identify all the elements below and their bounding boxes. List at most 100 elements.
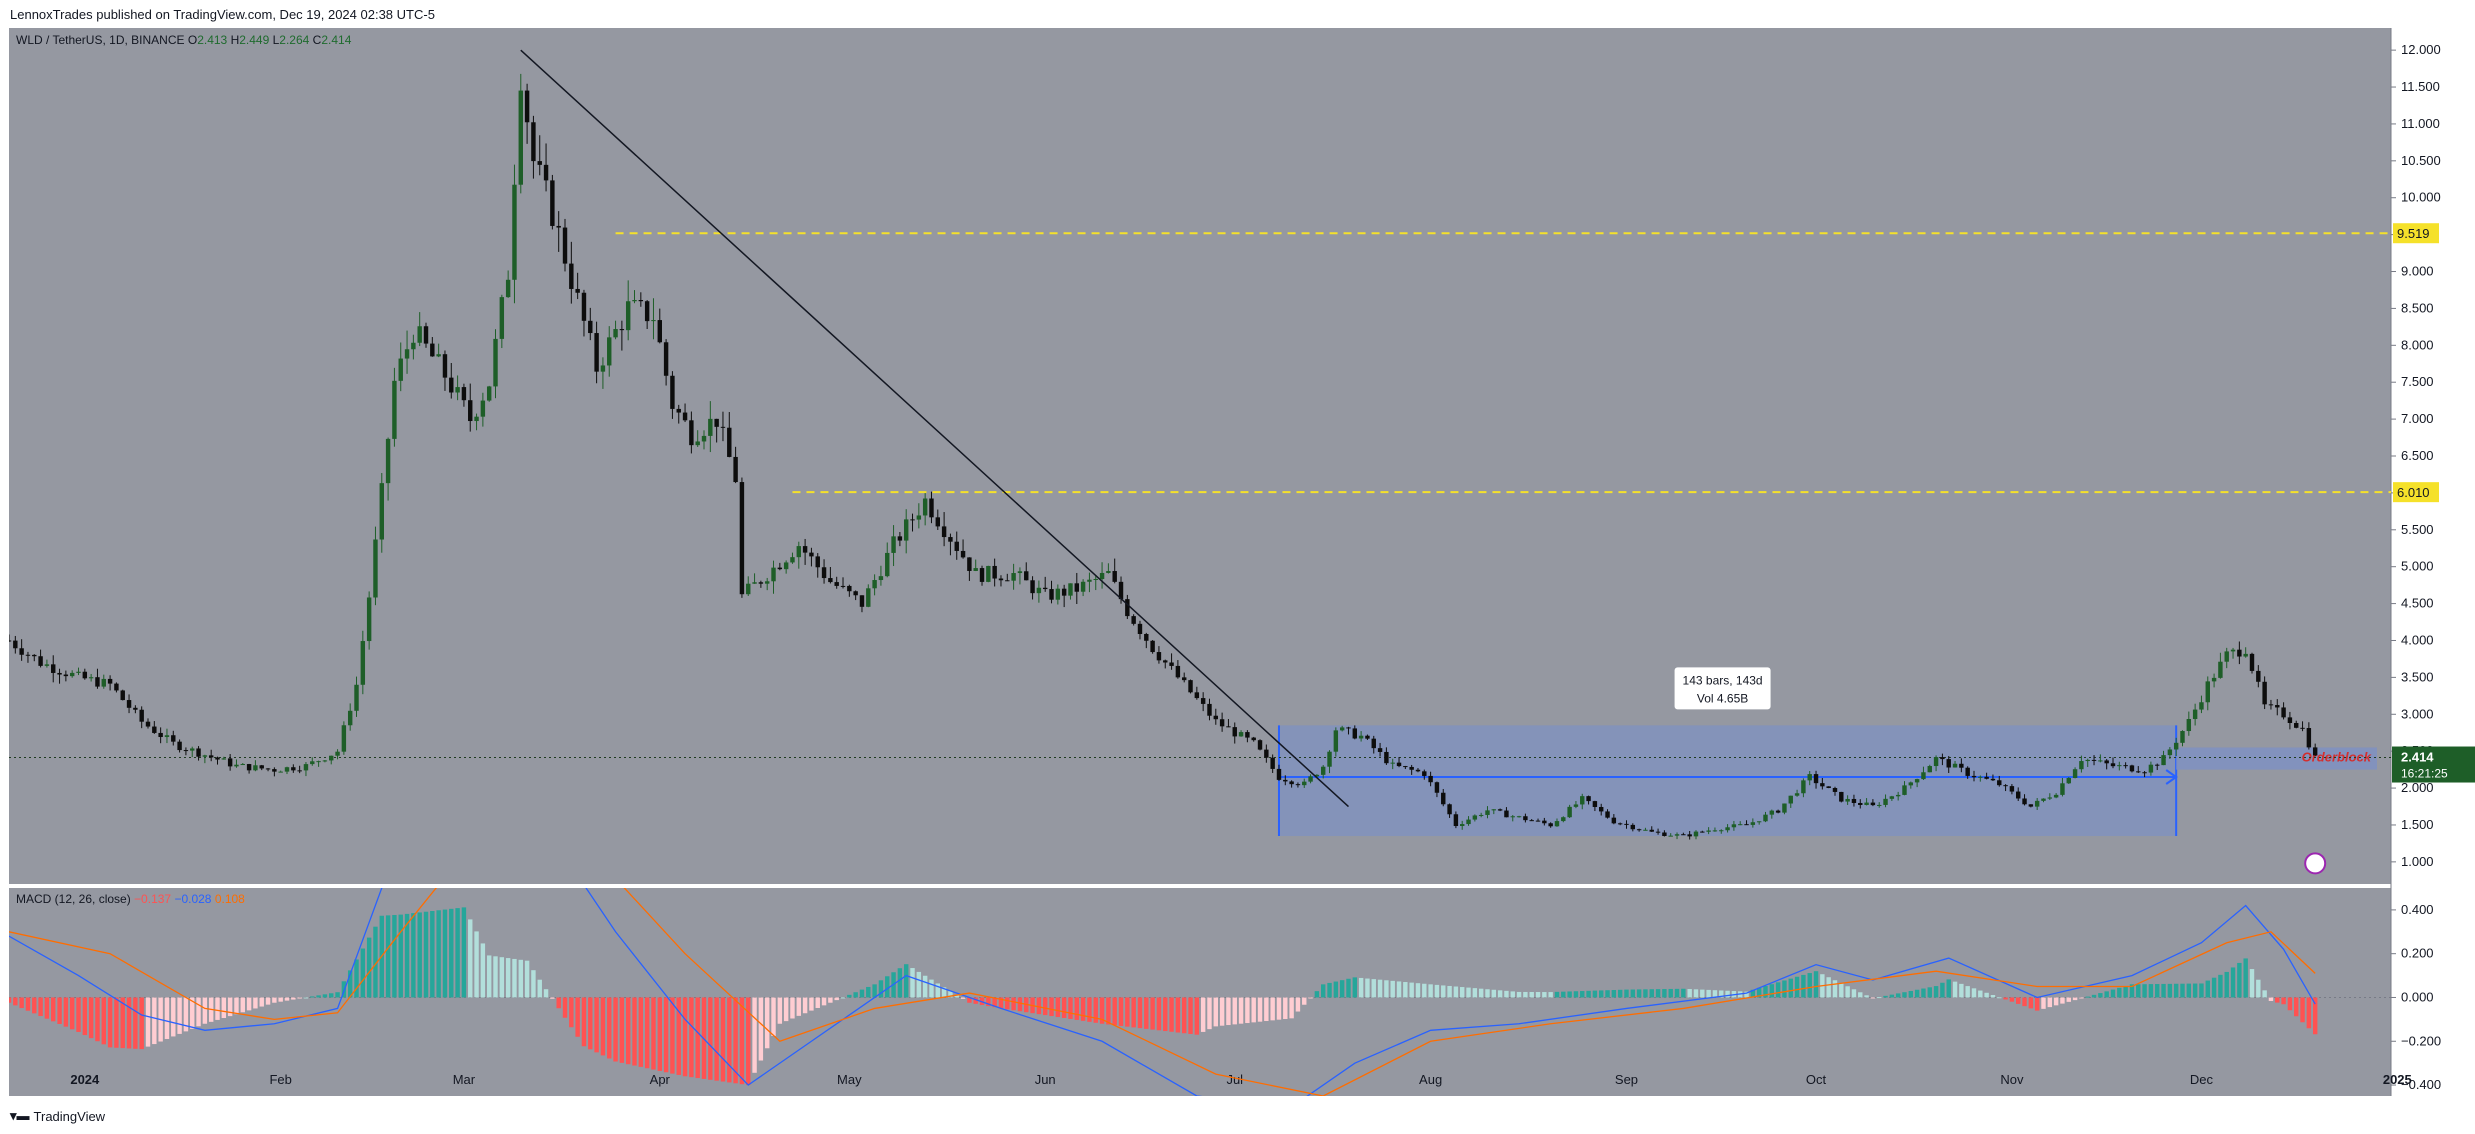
candle-down [2022,798,2027,805]
macd-histogram-bar [941,987,947,998]
macd-histogram-bar [1219,997,1225,1026]
candle-up [341,725,347,752]
event-marker-icon[interactable] [2304,852,2327,875]
macd-histogram-bar [708,997,713,1080]
candle-up [2079,761,2084,770]
candle-up [752,582,757,584]
candle-up [493,338,498,387]
low-value: 2.264 [279,33,310,47]
candle-up [518,90,523,185]
candle-down [663,342,669,376]
macd-histogram-bar [821,997,827,1006]
macd-histogram-bar [322,994,328,998]
price-tick-label: 5.000 [2401,559,2434,574]
macd-histogram-bar [764,997,770,1049]
macd-histogram-bar [461,907,467,998]
macd-histogram-bar [95,997,100,1042]
candle-down [1226,726,1231,728]
price-tick-label: 3.000 [2401,706,2434,721]
trendline[interactable] [520,49,1349,808]
macd-histogram-bar [2072,997,2078,1001]
macd-histogram-bar [967,997,972,1003]
macd-histogram-bar [1283,997,1288,1020]
candle-down [1213,715,1219,720]
price-tick-label: 8.000 [2401,337,2434,352]
time-tick-label: May [837,1072,862,1087]
candle-down [1175,665,1181,678]
candle-up [1510,816,1515,818]
macd-histogram-bar [2016,997,2021,1004]
candle-up [1921,772,1926,780]
macd-histogram-bar [1997,997,2002,999]
macd-histogram-bar [866,986,871,998]
candle-down [291,767,296,771]
candle-down [1940,757,1945,760]
candle-down [1200,698,1206,704]
candle-up [2161,755,2166,766]
last-price-badge [2392,746,2475,783]
macd-histogram-bar [916,971,922,998]
candle-up [392,380,397,439]
macd-histogram-bar [1049,997,1054,1017]
candle-down [139,709,144,722]
macd-histogram-bar [1080,997,1086,1021]
macd-histogram-bar [1087,997,1092,1022]
candle-up [2098,760,2103,762]
macd-histogram-bar [2186,983,2192,998]
candle-down [1611,817,1617,824]
macd-tick-label: 0.200 [2401,946,2434,961]
macd-histogram-bar [1990,995,1996,998]
candle-up [1302,781,1307,786]
macd-histogram-bar [1005,997,1010,1010]
macd-histogram-bar [2047,997,2053,1008]
macd-histogram-bar [1617,989,1623,998]
candle-up [512,184,517,280]
macd-histogram-bar [32,997,37,1014]
macd-histogram-bar [1586,990,1591,998]
macd-histogram-bar [1877,997,1882,999]
macd-histogram-bar [1630,989,1636,998]
macd-histogram-bar [1801,974,1806,998]
macd-histogram-bar [2136,984,2141,998]
macd-histogram-bar [234,997,239,1015]
close-value: 2.414 [321,33,352,47]
macd-histogram-bar [2148,984,2154,998]
candle-up [2205,681,2210,703]
macd-histogram-bar [215,997,220,1020]
macd-histogram-bar [88,997,94,1039]
candle-up [1731,824,1737,828]
macd-histogram-bar [1434,984,1440,998]
tradingview-logo[interactable]: ▾▬ TradingView [10,1108,105,1124]
candle-down [468,400,473,422]
macd-histogram-bar [1693,989,1699,998]
macd-histogram-bar [1927,987,1932,998]
candle-down [1232,727,1237,737]
candle-down [1744,824,1749,826]
candle-down [588,320,593,334]
macd-histogram-bar [1813,971,1819,998]
candle-up [1794,793,1800,796]
macd-histogram-bar [1580,991,1585,998]
candle-up [1750,822,1756,825]
macd-histogram-bar [973,997,978,1004]
candle-up [1491,809,1497,811]
candle-up [354,684,359,711]
candle-down [1371,738,1376,749]
candle-down [2268,704,2274,706]
candle-up [2072,769,2078,778]
price-chart[interactable]: 12.00011.50011.00010.50010.0009.5009.000… [9,28,2475,1102]
candle-up [613,329,618,338]
orderblock-zone[interactable] [2176,747,2377,770]
macd-histogram-bar [922,975,928,998]
candle-down [1858,802,1863,805]
candle-up [1712,830,1718,832]
candle-up [1554,821,1560,827]
macd-histogram-bar [1270,997,1275,1021]
date-price-range-box[interactable] [1278,725,2177,837]
macd-histogram-bar [1131,997,1136,1028]
macd-histogram-bar [1516,991,1522,998]
chart-area[interactable]: 12.00011.50011.00010.50010.0009.5009.000… [9,28,2475,1102]
macd-histogram-bar [120,997,125,1049]
macd-histogram-bar [1839,983,1844,998]
macd-histogram-bar [619,997,625,1063]
